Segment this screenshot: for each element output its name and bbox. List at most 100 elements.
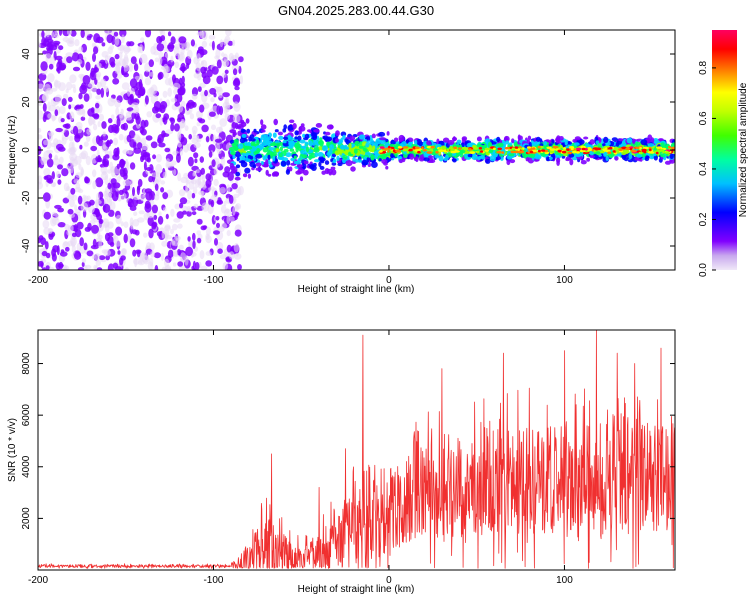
heatmap-cell (78, 163, 82, 170)
heatmap-cell (106, 34, 114, 44)
heatmap-cell (120, 248, 127, 256)
heatmap-cell (70, 187, 76, 195)
heatmap-cell (101, 42, 106, 47)
heatmap-cell (514, 146, 519, 149)
heatmap-cell (119, 257, 124, 266)
heatmap-cell (336, 155, 340, 161)
heatmap-cell (497, 147, 503, 151)
heatmap-cell (133, 211, 138, 216)
heatmap-cell (80, 202, 89, 212)
heatmap-cell (108, 197, 113, 207)
heatmap-cell (120, 160, 127, 166)
heatmap-cell (176, 117, 182, 123)
heatmap-cell (135, 249, 142, 255)
heatmap-cell (55, 170, 60, 178)
heatmap-cell (255, 153, 263, 159)
heatmap-cell (403, 148, 409, 152)
heatmap-cell (272, 155, 276, 162)
heatmap-cell (236, 156, 240, 162)
heatmap-cell (85, 155, 91, 166)
heatmap-cell (38, 127, 42, 133)
heatmap-cell (466, 142, 473, 148)
heatmap-cell (110, 114, 115, 120)
heatmap-cell (664, 160, 672, 165)
heatmap-cell (114, 240, 121, 247)
heatmap-cell (71, 244, 76, 253)
heatmap-cell (123, 221, 129, 228)
heatmap-cell (94, 199, 102, 205)
spectrogram-ylabel: Frequency (Hz) (7, 116, 18, 185)
heatmap-cell (583, 136, 589, 140)
heatmap-cell (120, 221, 124, 227)
heatmap-cell (342, 150, 349, 154)
heatmap-cell (51, 211, 57, 217)
heatmap-cell (287, 134, 292, 140)
heatmap-cell (238, 56, 244, 63)
heatmap-cell (340, 144, 345, 150)
heatmap-cell (218, 92, 223, 99)
heatmap-cell (588, 148, 592, 151)
heatmap-cell (221, 52, 225, 57)
heatmap-cell (127, 88, 131, 97)
heatmap-cell (48, 153, 53, 159)
heatmap-cell (371, 133, 376, 139)
heatmap-cell (580, 160, 587, 165)
heatmap-cell (40, 61, 48, 72)
heatmap-cell (325, 136, 333, 142)
heatmap-cell (196, 122, 201, 127)
heatmap-cell (115, 214, 122, 225)
heatmap-cell (357, 159, 363, 163)
heatmap-cell (504, 146, 510, 150)
heatmap-cell (461, 142, 465, 148)
heatmap-cell (114, 100, 121, 108)
heatmap-cell (170, 123, 175, 132)
heatmap-cell (152, 154, 157, 160)
heatmap-cell (214, 238, 218, 246)
heatmap-cell (233, 77, 240, 86)
heatmap-cell (205, 235, 212, 244)
heatmap-cell (611, 137, 618, 142)
heatmap-cell (78, 92, 83, 100)
heatmap-cell (200, 66, 207, 74)
x-tick-label: 0 (386, 575, 392, 586)
heatmap-cell (121, 65, 125, 76)
heatmap-cell (205, 251, 212, 256)
heatmap-cell (134, 75, 141, 81)
heatmap-cell (68, 165, 74, 174)
heatmap-cell (163, 207, 167, 212)
heatmap-cell (96, 62, 102, 68)
heatmap-cell (629, 147, 633, 151)
heatmap-cell (418, 141, 423, 147)
heatmap-cell (529, 150, 534, 154)
heatmap-cell (621, 146, 627, 150)
heatmap-cell (469, 151, 476, 154)
heatmap-cell (129, 205, 137, 211)
heatmap-cell (480, 155, 484, 159)
y-tick-label: 40 (21, 48, 32, 60)
heatmap-cell (96, 88, 102, 95)
heatmap-cell (286, 159, 291, 166)
heatmap-cell (82, 194, 87, 203)
heatmap-cell (202, 75, 211, 85)
heatmap-cell (167, 87, 172, 97)
heatmap-cell (123, 46, 132, 53)
heatmap-cell (204, 89, 208, 97)
heatmap-cell (211, 40, 215, 51)
heatmap-cell (145, 135, 153, 141)
heatmap-cell (332, 158, 337, 164)
heatmap-cell (213, 178, 219, 187)
heatmap-cell (370, 154, 375, 161)
snr-panel: -200 -100 0 100 2000 4000 6000 8000 Height of … (7, 329, 676, 595)
heatmap-cell (43, 227, 51, 235)
heatmap-cell (148, 59, 154, 68)
heatmap-cell (83, 93, 90, 102)
heatmap-cell (222, 92, 230, 98)
heatmap-cell (294, 136, 298, 140)
heatmap-cell (47, 178, 54, 184)
heatmap-cell (585, 143, 590, 148)
heatmap-cell (157, 134, 164, 144)
heatmap-cell (103, 160, 109, 168)
heatmap-cell (634, 156, 640, 161)
heatmap-cell (195, 61, 201, 71)
heatmap-cell (57, 164, 63, 170)
